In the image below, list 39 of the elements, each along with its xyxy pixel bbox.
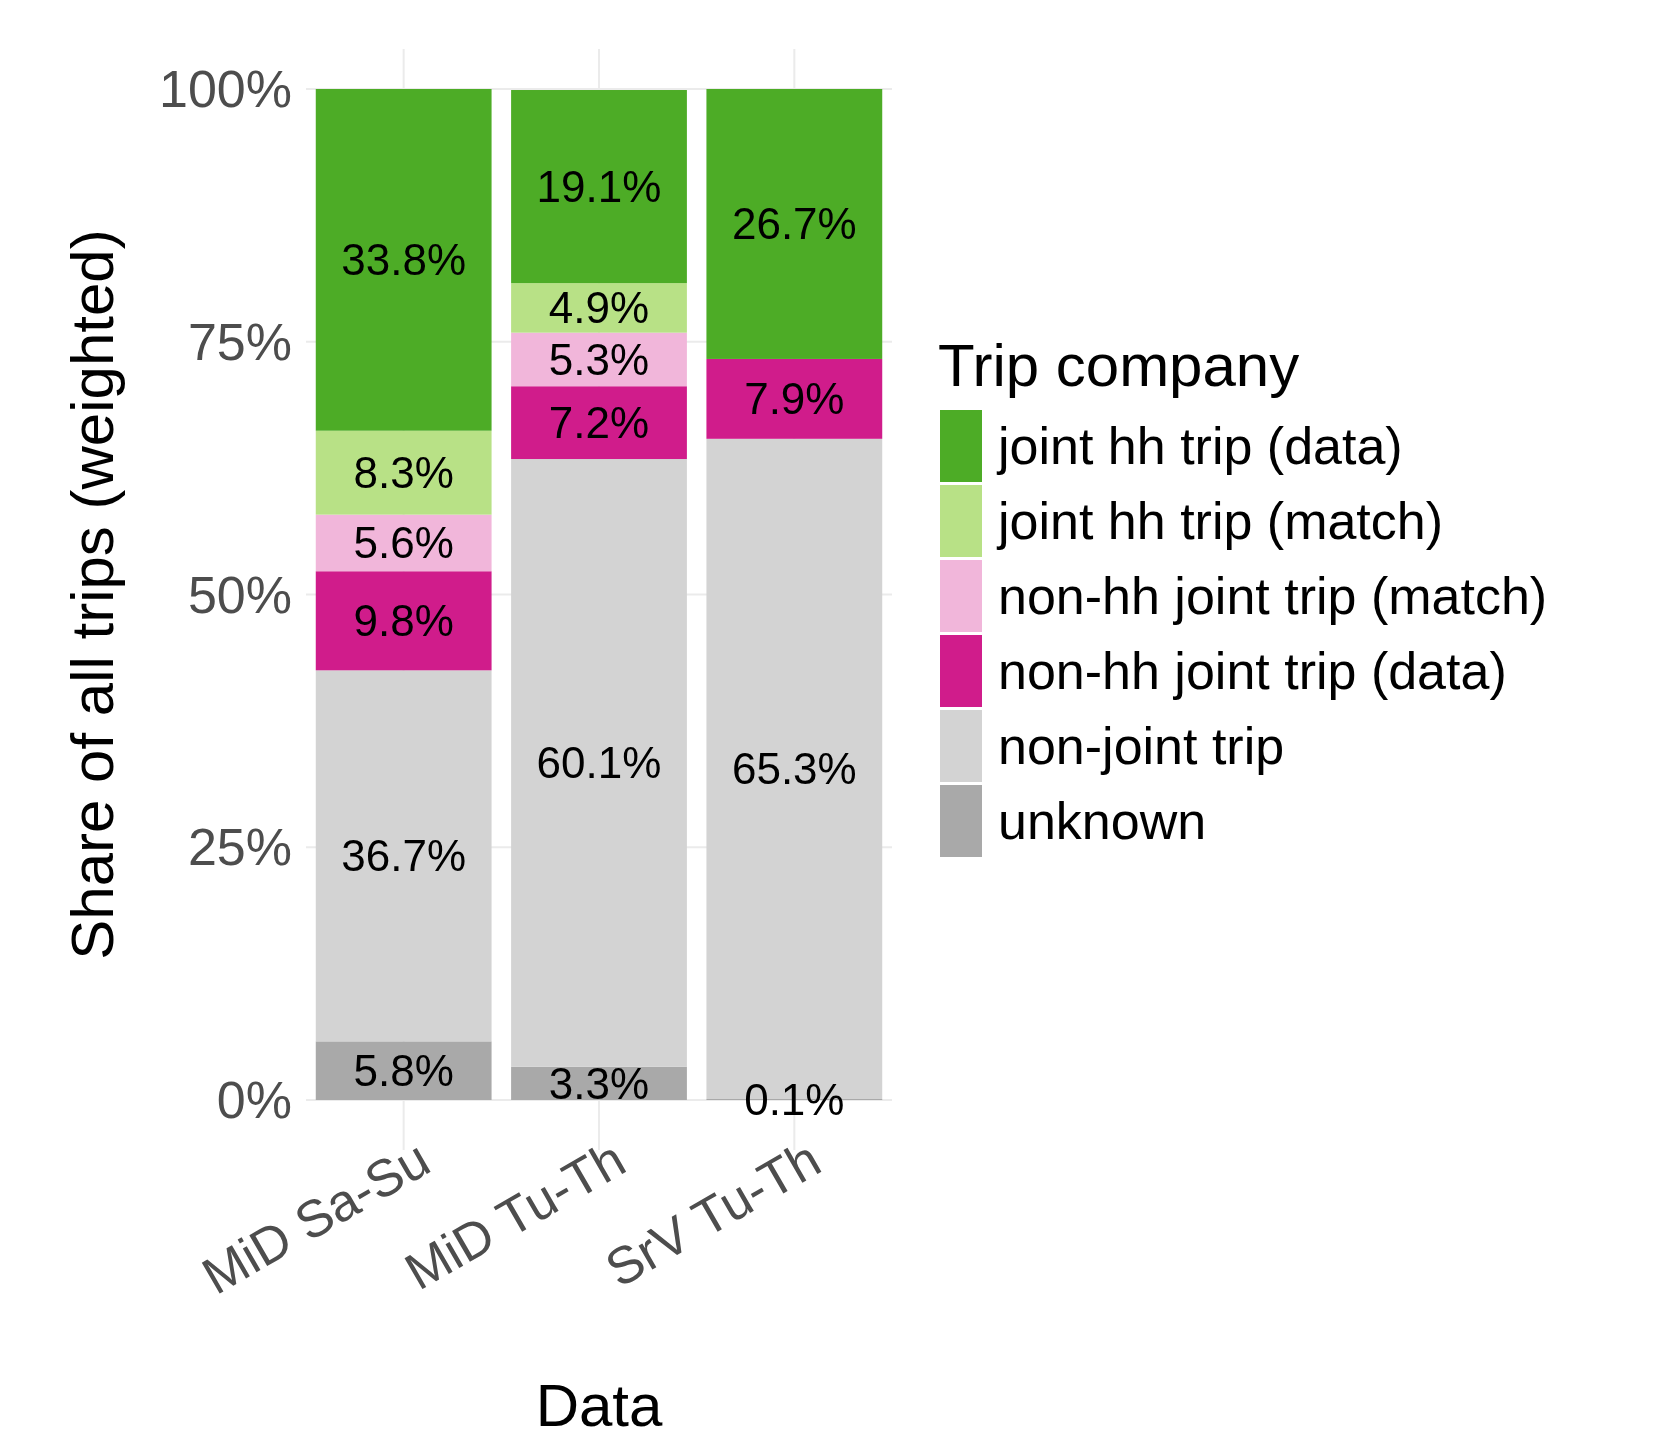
data-label: 7.2% bbox=[548, 398, 650, 448]
data-label: 5.6% bbox=[353, 518, 454, 568]
data-label: 26.7% bbox=[731, 199, 857, 249]
data-label: 0.1% bbox=[744, 1074, 845, 1124]
bar bbox=[706, 89, 883, 359]
y-tick-label: 50% bbox=[187, 565, 292, 624]
y-tick-label: 25% bbox=[187, 818, 292, 877]
data-label: 5.3% bbox=[548, 334, 650, 384]
data-label: 4.9% bbox=[548, 283, 650, 333]
bar bbox=[315, 89, 492, 431]
data-label: 3.3% bbox=[548, 1058, 650, 1108]
data-label: 33.8% bbox=[341, 235, 467, 285]
y-tick-label: 0% bbox=[216, 1071, 292, 1130]
bar bbox=[315, 670, 492, 1042]
legend-label: joint hh trip (match) bbox=[996, 492, 1444, 551]
data-label: 7.9% bbox=[744, 374, 845, 424]
legend-label: non-hh joint trip (data) bbox=[998, 642, 1507, 701]
x-axis-title: Data bbox=[535, 1372, 663, 1430]
bar bbox=[315, 430, 492, 515]
legend-label: non-joint trip bbox=[998, 717, 1285, 776]
bar bbox=[511, 386, 687, 460]
data-label: 60.1% bbox=[536, 738, 662, 788]
y-axis-title: Share of all trips (weighted) bbox=[59, 229, 126, 960]
bar bbox=[706, 358, 883, 439]
data-label: 8.3% bbox=[353, 448, 454, 498]
y-tick-label: 75% bbox=[187, 312, 292, 371]
data-label: 65.3% bbox=[731, 744, 857, 794]
data-label: 9.8% bbox=[353, 596, 454, 646]
bar bbox=[511, 90, 687, 284]
bar bbox=[511, 459, 687, 1067]
legend-label: joint hh trip (data) bbox=[996, 417, 1403, 476]
data-label: 36.7% bbox=[341, 831, 467, 881]
data-label: 19.1% bbox=[536, 161, 662, 211]
y-tick-label: 100% bbox=[159, 60, 292, 119]
bar bbox=[315, 571, 492, 671]
legend-label: non-hh joint trip (match) bbox=[998, 567, 1548, 626]
legend-title: Trip company bbox=[938, 332, 1300, 399]
legend-label: unknown bbox=[998, 792, 1207, 851]
data-label: 5.8% bbox=[353, 1046, 454, 1096]
